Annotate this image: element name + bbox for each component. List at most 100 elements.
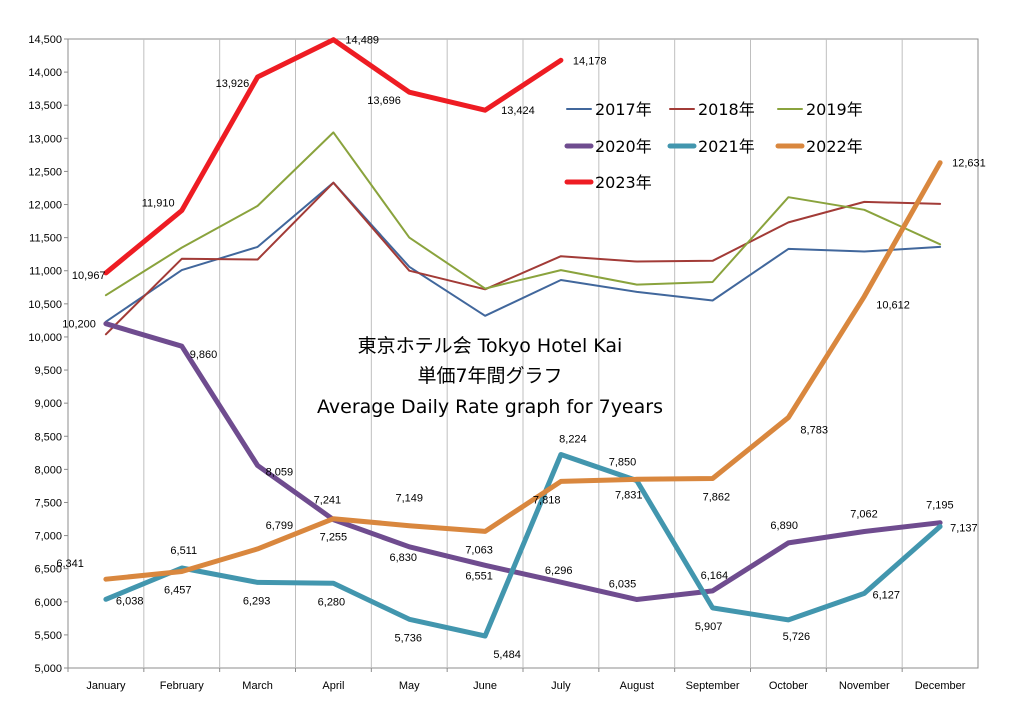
series-line-2018年	[104, 181, 942, 336]
y-tick-label: 5,500	[34, 630, 62, 642]
series-line-2017年	[104, 181, 942, 323]
data-label: 6,038	[116, 595, 144, 607]
data-label: 13,424	[501, 105, 535, 117]
y-tick-label: 6,500	[34, 564, 62, 576]
y-tick-label: 6,000	[34, 597, 62, 609]
axis-layer: 5,000 5,500 6,000 6,500 7,000 7,500 8,000 8,500…	[28, 34, 965, 692]
x-tick-label: December	[915, 680, 966, 692]
data-label: 12,631	[952, 158, 986, 170]
series-line-2021年	[103, 452, 943, 639]
x-tick-label: February	[160, 680, 205, 692]
data-label: 6,280	[318, 596, 346, 608]
y-tick-label: 7,500	[34, 497, 62, 509]
x-tick-label: July	[551, 680, 571, 692]
x-tick-label: November	[839, 680, 890, 692]
data-label: 7,818	[533, 494, 561, 506]
data-label: 8,783	[800, 425, 828, 437]
data-label: 10,967	[72, 270, 106, 282]
data-label: 6,127	[872, 589, 900, 601]
y-tick-label: 5,000	[34, 663, 62, 675]
legend-label: 2020年	[595, 137, 652, 156]
data-label: 7,149	[395, 493, 423, 505]
data-label: 5,907	[695, 621, 723, 633]
chart-title: 東京ホテル会 Tokyo Hotel Kai 単価7年間グラフ Average Da…	[317, 335, 663, 418]
y-tick-label: 13,000	[28, 133, 62, 145]
x-tick-label: September	[686, 680, 740, 692]
y-tick-label: 11,500	[29, 233, 62, 245]
data-label: 13,696	[367, 95, 401, 107]
data-label: 5,484	[493, 649, 521, 661]
series-line-2020年	[103, 321, 943, 602]
data-label: 7,862	[703, 492, 731, 504]
x-tick-label: June	[473, 680, 497, 692]
y-tick-label: 10,500	[28, 299, 62, 311]
data-label: 14,489	[345, 35, 379, 47]
legend-entry-2022年: 2022年	[775, 137, 863, 156]
data-label: 7,063	[465, 544, 493, 556]
legend-label: 2019年	[806, 100, 863, 119]
data-label: 7,850	[609, 456, 637, 468]
y-tick-label: 12,500	[28, 166, 62, 178]
legend-entry-2019年: 2019年	[777, 100, 863, 119]
data-label: 6,511	[170, 545, 197, 557]
data-label: 6,799	[266, 520, 294, 532]
data-label: 9,860	[190, 349, 218, 361]
data-label: 6,164	[701, 570, 729, 582]
data-label: 10,612	[876, 299, 910, 311]
data-label: 5,736	[394, 632, 422, 644]
legend-label: 2023年	[595, 173, 652, 192]
legend-entry-2020年: 2020年	[564, 137, 652, 156]
data-label: 11,910	[142, 197, 175, 209]
series-line-2019年	[104, 131, 942, 297]
x-tick-label: October	[769, 680, 808, 692]
data-label-layer: 10,200 9,860 8,059 7,241 6,830 6,551 6,296 6,03…	[56, 35, 985, 661]
y-tick-label: 14,500	[28, 34, 62, 46]
data-label: 5,726	[783, 631, 811, 643]
x-tick-label: May	[399, 680, 420, 692]
data-label: 6,035	[609, 578, 637, 590]
data-label: 8,224	[559, 434, 587, 446]
x-tick-label: January	[86, 680, 126, 692]
data-label: 6,551	[465, 570, 493, 582]
legend-label: 2018年	[698, 100, 755, 119]
x-tick-label: April	[322, 680, 344, 692]
legend-label: 2022年	[806, 137, 863, 156]
y-tick-label: 8,500	[34, 431, 62, 443]
legend-label: 2021年	[698, 137, 755, 156]
chart-title-line-1: 東京ホテル会 Tokyo Hotel Kai	[358, 335, 623, 357]
x-tick-label: March	[242, 680, 273, 692]
y-tick-label: 10,000	[28, 332, 62, 344]
data-label: 7,062	[850, 508, 878, 520]
data-label: 8,059	[266, 466, 294, 478]
legend-entry-2018年: 2018年	[669, 100, 755, 119]
data-label: 6,830	[389, 552, 417, 564]
series-layer	[103, 37, 943, 639]
data-label: 14,178	[573, 55, 607, 67]
y-tick-label: 12,000	[28, 200, 62, 212]
data-label: 6,890	[770, 520, 798, 532]
y-tick-label: 8,000	[34, 464, 62, 476]
chart-title-line-2: 単価7年間グラフ	[417, 365, 562, 387]
legend-label: 2017年	[595, 100, 652, 119]
legend-entry-2017年: 2017年	[566, 100, 652, 119]
data-label: 7,137	[950, 523, 978, 535]
data-label: 6,296	[545, 565, 573, 577]
data-label: 7,195	[926, 500, 954, 512]
y-tick-label: 7,000	[34, 531, 62, 543]
data-label: 7,255	[320, 532, 348, 544]
y-tick-label: 11,000	[29, 266, 62, 278]
data-label: 10,200	[62, 319, 96, 331]
data-label: 6,293	[243, 595, 271, 607]
data-label: 13,926	[216, 78, 250, 90]
chart-title-line-3: Average Daily Rate graph for 7years	[317, 396, 663, 418]
legend-entry-2021年: 2021年	[667, 137, 755, 156]
legend: 2017年 2018年 2019年 2020年 2021年 2022年 2023年	[564, 100, 863, 192]
x-tick-label: August	[620, 680, 654, 692]
data-label: 6,457	[164, 585, 192, 597]
data-label: 6,341	[56, 558, 84, 570]
y-tick-label: 14,000	[28, 67, 62, 79]
series-line-2022年	[103, 160, 943, 582]
legend-entry-2023年: 2023年	[564, 173, 652, 192]
